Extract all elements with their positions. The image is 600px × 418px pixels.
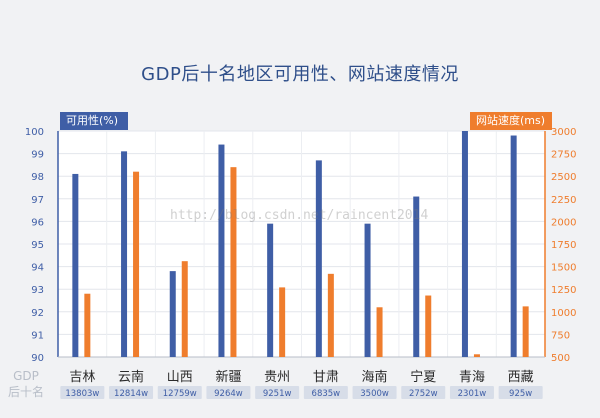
left-axis-tag: 可用性(%): [60, 112, 128, 130]
availability-bar: [121, 151, 128, 357]
gdp-label: 13803w: [65, 389, 99, 399]
left-tick-label: 97: [31, 195, 44, 206]
left-tick-label: 93: [31, 285, 44, 296]
category-label: 云南: [118, 369, 144, 385]
gdp-badge: [206, 386, 251, 399]
right-tick-label: 1250: [551, 285, 576, 296]
gdp-label: 9264w: [214, 389, 243, 399]
left-tick-label: 95: [31, 240, 44, 251]
category-label: 宁夏: [410, 369, 436, 385]
gdp-label: 9251w: [263, 389, 292, 399]
speed-bar: [473, 354, 480, 357]
row-label-line2: 后十名: [8, 384, 44, 399]
speed-bar: [279, 287, 286, 357]
speed-bar: [425, 295, 432, 357]
right-tick-label: 2000: [551, 217, 576, 228]
availability-bar: [169, 271, 176, 357]
left-tick-label: 92: [31, 308, 44, 319]
right-tick-label: 1750: [551, 240, 576, 251]
availability-bar: [364, 223, 371, 357]
speed-bar: [181, 261, 188, 357]
gdp-label: 3500w: [360, 389, 389, 399]
left-tick-label: 99: [31, 150, 44, 161]
availability-bar: [218, 144, 225, 357]
speed-bar: [522, 306, 529, 357]
gdp-label: 2301w: [458, 389, 487, 399]
gdp-badge: [401, 386, 446, 399]
left-tick-label: 96: [31, 217, 44, 228]
availability-bar: [461, 131, 468, 357]
category-label: 山西: [167, 370, 193, 385]
gdp-badge: [157, 386, 202, 399]
gdp-label: 925w: [509, 389, 532, 399]
row-label-line1: GDP: [13, 369, 39, 383]
speed-bar: [327, 273, 334, 357]
right-tick-label: 750: [551, 330, 570, 341]
speed-bar: [133, 171, 140, 357]
speed-bar: [230, 167, 237, 357]
category-label: 海南: [362, 369, 388, 385]
left-tick-label: 94: [31, 263, 44, 274]
availability-bar: [510, 135, 517, 357]
left-tick-label: 91: [31, 330, 44, 341]
right-tick-label: 500: [551, 353, 570, 364]
availability-bar: [413, 196, 420, 357]
category-label: 西藏: [508, 370, 534, 385]
watermark: http://blog.csdn.net/raincent2014: [170, 208, 429, 223]
availability-bar: [72, 173, 79, 357]
gdp-label: 2752w: [409, 389, 438, 399]
category-label: 贵州: [264, 370, 290, 385]
gdp-badge: [109, 386, 154, 399]
right-tick-label: 2750: [551, 150, 576, 161]
gdp-badge: [60, 386, 105, 399]
right-tick-label: 3000: [551, 127, 576, 138]
availability-bar: [267, 223, 274, 357]
category-label: 吉林: [69, 370, 95, 385]
category-label: 新疆: [215, 369, 241, 385]
right-tick-label: 1000: [551, 308, 576, 319]
gdp-label: 12814w: [114, 389, 148, 399]
speed-bar: [376, 307, 383, 357]
right-tick-label: 2250: [551, 195, 576, 206]
left-tick-label: 100: [25, 127, 44, 138]
left-tick-label: 98: [31, 172, 44, 183]
right-tick-label: 2500: [551, 172, 576, 183]
availability-bar: [315, 160, 322, 357]
gdp-badge: [303, 386, 348, 399]
gdp-badge: [255, 386, 300, 399]
right-tick-label: 1500: [551, 263, 576, 274]
gdp-label: 12759w: [163, 389, 197, 399]
speed-bar: [84, 293, 91, 357]
category-label: 甘肃: [313, 370, 339, 385]
left-tick-label: 90: [31, 353, 44, 364]
gdp-badge: [352, 386, 397, 399]
gdp-label: 6835w: [312, 389, 341, 399]
category-label: 青海: [459, 370, 485, 385]
right-axis-tag: 网站速度(ms): [470, 112, 552, 130]
gdp-badge: [449, 386, 494, 399]
gdp-badge: [498, 386, 543, 399]
chart-title: GDP后十名地区可用性、网站速度情况: [141, 64, 459, 85]
